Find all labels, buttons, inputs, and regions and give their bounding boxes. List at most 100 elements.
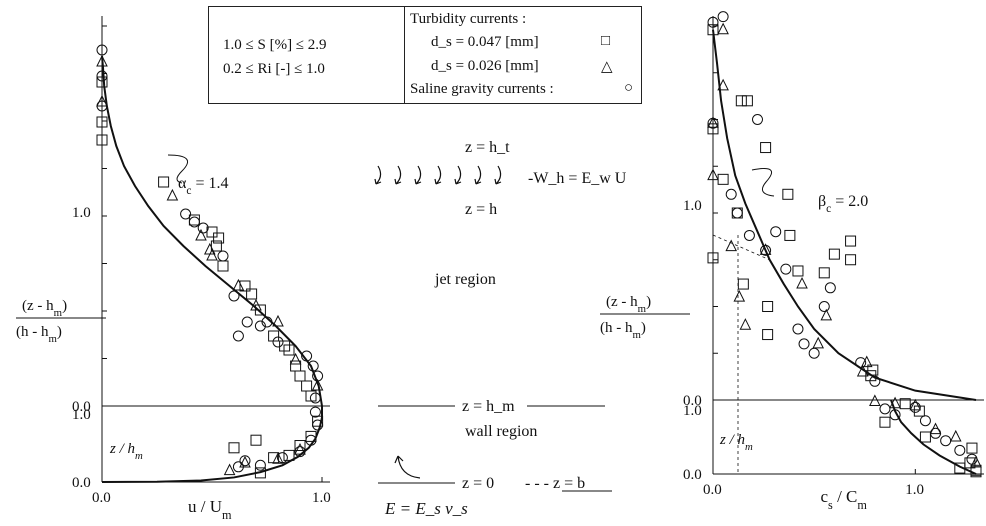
data-point-triangle [250,298,262,311]
data-point-triangle [239,455,251,468]
legend-divider [404,7,405,103]
data-point-circle [879,403,891,415]
middle-schematic: z = h_t -W_h = E_w U z = h jet region z … [374,139,627,518]
data-point-circle [798,338,810,350]
triangle-marker-icon: △ [601,59,613,75]
data-point-square [913,405,925,417]
data-point-circle [725,188,737,200]
data-point-circle [818,301,830,312]
label-E-formula: E = E_s v_s [384,499,468,518]
label-z-h: z = h [465,201,497,218]
data-point-triangle [739,318,752,330]
data-point-triangle [294,442,306,455]
entrainment-arrows [374,165,502,185]
data-point-square [879,416,891,428]
data-point-circle [254,320,266,332]
data-point-square [217,260,229,272]
data-point-triangle [889,396,901,409]
data-point-square [919,431,931,443]
data-point-triangle [311,378,324,391]
data-point-circle [855,357,867,369]
y-axis-label-numerator: (z - hm) [22,298,67,319]
data-point-square [228,442,240,454]
label-z-b: - - - z = b [525,475,585,492]
data-point-circle [96,70,108,82]
data-point-square [707,252,719,264]
data-point-square [782,188,794,200]
y-tick-label-upper: 0.0 [72,399,91,415]
data-point-triangle [856,364,869,377]
data-point-circle [305,434,317,446]
y-axis-label-numerator: (z - hm) [606,294,651,315]
data-point-circle [261,316,273,328]
data-point-triangle [96,54,108,67]
data-point-triangle [232,278,245,291]
data-point-triangle [206,248,218,261]
data-point-circle [966,453,978,465]
y-tick-label-upper: 1.0 [683,198,702,214]
data-point-circle [707,117,719,129]
curve-annotation-label: αc = 1.4 [178,175,229,197]
data-point-circle [272,336,284,348]
legend-entry-saline: Saline gravity currents : [410,81,554,97]
circle-marker-icon: ○ [624,80,634,96]
data-point-square [828,248,840,260]
data-point-circle [770,226,782,238]
data-point-triangle [725,239,738,252]
data-point-circle [930,427,942,439]
data-point-triangle [707,116,719,128]
legend-range-Ri: 0.2 ≤ Ri [-] ≤ 1.0 [223,61,325,77]
data-point-square [818,267,830,279]
label-jet-region: jet region [434,271,496,288]
data-point-square [784,229,796,241]
data-point-square [290,360,302,372]
data-point-square [283,344,295,356]
data-point-circle [889,409,901,421]
data-point-circle [188,216,200,228]
x-tick-label: 1.0 [312,490,331,506]
data-point-square [762,301,774,312]
data-point-circle [197,222,209,234]
lower-axis-label: z / hm [719,432,753,453]
legend-turbidity-heading: Turbidity currents : [410,11,527,27]
x-tick-label: 1.0 [905,482,924,498]
data-point-triangle [272,452,284,464]
data-point-circle [309,406,321,418]
data-point-triangle [970,455,982,468]
data-point-circle [792,323,804,335]
data-point-triangle [96,94,108,107]
curve-annotation-hook [751,168,775,197]
data-point-square [845,235,857,247]
data-point-triangle [860,355,873,368]
data-point-triangle [717,22,729,35]
data-point-square [762,329,774,341]
data-point-square [735,95,747,107]
fit-curve-upper [101,55,323,407]
label-z-hm: z = h_m [462,398,515,415]
data-point-square [737,278,749,290]
data-point-triangle [272,314,284,327]
x-tick-label: 0.0 [703,482,722,498]
data-point-triangle [812,336,825,349]
data-point-circle [909,401,921,413]
dashed-guide-diagonal [712,234,771,261]
data-point-circle [954,444,966,456]
data-point-circle [309,392,321,404]
data-point-square [707,123,719,135]
data-point-circle [731,207,743,219]
data-point-triangle [869,394,881,406]
data-point-square [279,340,291,352]
data-point-square [305,430,317,442]
data-point-square [246,288,258,300]
data-point-square [792,265,804,277]
y-tick-label-lower: 1.0 [683,403,702,419]
y-axis-label-denominator: (h - hm) [16,324,62,345]
data-point-square [294,370,306,382]
data-point-triangle [796,276,808,289]
x-axis-label: cs / Cm [821,487,868,512]
data-point-triangle [707,168,719,181]
y-tick-label-lower: 0.0 [72,475,91,491]
legend-range-S: 1.0 ≤ S [%] ≤ 2.9 [223,37,327,53]
data-point-circle [312,419,324,431]
data-point-circle [752,114,764,125]
